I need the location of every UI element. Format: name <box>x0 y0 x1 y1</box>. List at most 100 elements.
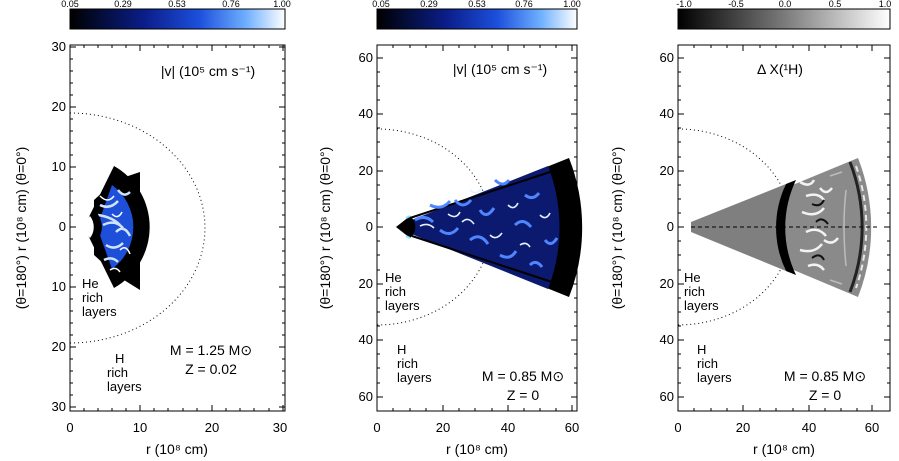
x-ticks-middle <box>376 45 573 411</box>
region-label-left-he-2: layers <box>82 304 117 319</box>
colorbar-left-tick-1: 0.29 <box>114 0 132 9</box>
region-label-right-h-0: H <box>697 342 706 357</box>
region-label-right-he-0: He <box>684 270 701 285</box>
x-axis-label-right: r (10⁸ cm) <box>753 441 815 457</box>
y-ticks-left <box>70 46 285 408</box>
region-label-middle-he-1: rich <box>385 284 406 299</box>
wedge-middle-turbulent-zone <box>404 166 560 289</box>
colorbar-right-tick-4: 1.0 <box>879 0 892 9</box>
y-tick-label-left-6: 30 <box>52 399 66 414</box>
colorbar-left-tick-3: 0.76 <box>222 0 240 9</box>
colorbar-right-tick-1: -0.5 <box>728 0 744 9</box>
region-label-left-h-2: layers <box>107 379 142 394</box>
region-label-left-h-1: rich <box>107 365 128 380</box>
y-tick-label-left-4: 10 <box>52 279 66 294</box>
colorbar-middle-tick-0: 0.05 <box>372 0 390 9</box>
y-tick-label-right-4: 20 <box>660 276 674 291</box>
colorbar-right-tick-0: -1.0 <box>676 0 692 9</box>
colorbar-middle-tick-1: 0.29 <box>420 0 438 9</box>
velocity-wedge-left <box>80 166 150 290</box>
colorbar-left-tick-4: 1.00 <box>273 0 291 9</box>
x-axis-label-left: r (10⁸ cm) <box>146 441 208 457</box>
x-tick-label-left-0: 0 <box>66 420 73 435</box>
x-tick-label-right-0: 0 <box>674 420 681 435</box>
y-tick-label-right-6: 60 <box>660 389 674 404</box>
region-label-right-h-2: layers <box>697 370 732 385</box>
y-tick-label-left-3: 0 <box>59 219 66 234</box>
model-params-right-mass: M = 0.85 M⊙ <box>784 368 866 384</box>
panel-middle: 0.05 0.29 0.53 0.76 1.00 60 40 20 0 20 4… <box>317 0 583 457</box>
wedge-right-interface <box>776 180 796 275</box>
colorbar-middle: 0.05 0.29 0.53 0.76 1.00 <box>372 0 581 30</box>
model-params-middle-mass: M = 0.85 M⊙ <box>482 368 564 384</box>
composition-wedge-right <box>691 158 872 297</box>
y-tick-label-right-0: 60 <box>660 50 674 65</box>
model-params-left-mass: M = 1.25 M⊙ <box>170 342 252 358</box>
y-tick-label-right-5: 40 <box>660 332 674 347</box>
region-label-middle-he-2: layers <box>385 298 420 313</box>
region-label-left-he-0: He <box>82 276 99 291</box>
region-label-right-he-2: layers <box>684 298 719 313</box>
y-tick-label-middle-4: 20 <box>359 276 373 291</box>
region-label-middle-h-0: H <box>397 342 406 357</box>
region-label-middle-h-2: layers <box>397 370 432 385</box>
y-tick-label-right-2: 20 <box>660 163 674 178</box>
plot-frame-left <box>69 44 286 412</box>
quantity-label-right: Δ X(¹H) <box>757 61 803 77</box>
x-tick-label-right-2: 40 <box>802 420 816 435</box>
x-axis-label-middle: r (10⁸ cm) <box>446 441 508 457</box>
quantity-label-middle: |v| (10⁵ cm s⁻¹) <box>453 61 547 77</box>
plot-frame-right <box>677 44 891 412</box>
y-tick-label-middle-1: 40 <box>359 106 373 121</box>
colorbar-right-tick-2: 0.0 <box>779 0 792 9</box>
y-axis-label-middle: (θ=180°) r (10⁸ cm) (θ=0°) <box>317 147 333 310</box>
colorbar-right: -1.0 -0.5 0.0 0.5 1.0 <box>676 0 892 30</box>
region-label-left-h-0: H <box>115 351 124 366</box>
wedge-right-inner-region <box>691 184 786 271</box>
colorbar-left-tick-0: 0.05 <box>61 0 79 9</box>
region-label-left-he-1: rich <box>82 290 103 305</box>
y-axis-label-right: (θ=180°) r (10⁸ cm) (θ=0°) <box>609 147 625 310</box>
x-tick-label-middle-0: 0 <box>373 420 380 435</box>
boundary-circle-left <box>69 112 206 344</box>
y-tick-label-left-0: 30 <box>52 39 66 54</box>
x-ticks-left <box>69 45 284 411</box>
y-tick-label-right-1: 40 <box>660 106 674 121</box>
y-ticks-right <box>678 57 890 398</box>
x-ticks-right <box>677 45 873 411</box>
colorbar-middle-tick-3: 0.76 <box>515 0 533 9</box>
colorbar-left-tick-2: 0.53 <box>168 0 186 9</box>
x-tick-label-left-2: 20 <box>205 420 219 435</box>
y-tick-label-left-5: 20 <box>52 339 66 354</box>
region-label-right-h-1: rich <box>697 356 718 371</box>
x-tick-label-right-1: 20 <box>736 420 750 435</box>
x-tick-label-middle-3: 60 <box>565 420 579 435</box>
x-tick-label-middle-2: 40 <box>501 420 515 435</box>
colorbar-right-bar <box>677 8 891 30</box>
colorbar-middle-bar <box>376 8 578 30</box>
colorbar-left-bar <box>69 8 286 30</box>
x-tick-label-left-1: 10 <box>133 420 147 435</box>
y-tick-label-left-2: 10 <box>52 159 66 174</box>
y-tick-label-middle-6: 60 <box>359 389 373 404</box>
y-tick-label-middle-5: 40 <box>359 332 373 347</box>
x-tick-label-middle-1: 20 <box>436 420 450 435</box>
colorbar-left: 0.05 0.29 0.53 0.76 1.00 <box>61 0 291 30</box>
colorbar-middle-tick-4: 1.00 <box>563 0 581 9</box>
model-params-left-z: Z = 0.02 <box>185 361 237 377</box>
colorbar-right-tick-3: 0.5 <box>829 0 842 9</box>
panel-left: 0.05 0.29 0.53 0.76 1.00 30 20 10 0 10 2… <box>13 0 291 457</box>
y-tick-label-left-1: 20 <box>52 99 66 114</box>
panel-right: -1.0 -0.5 0.0 0.5 1.0 60 40 20 0 20 40 6… <box>609 0 891 457</box>
velocity-wedge-middle <box>396 158 583 297</box>
y-tick-label-right-3: 0 <box>667 219 674 234</box>
model-params-right-z: Z = 0 <box>809 387 842 403</box>
y-tick-label-middle-0: 60 <box>359 50 373 65</box>
y-tick-label-middle-2: 20 <box>359 163 373 178</box>
region-label-middle-h-1: rich <box>397 356 418 371</box>
region-label-right-he-1: rich <box>684 284 705 299</box>
x-tick-label-right-3: 60 <box>865 420 879 435</box>
y-tick-label-middle-3: 0 <box>366 219 373 234</box>
model-params-middle-z: Z = 0 <box>507 387 540 403</box>
